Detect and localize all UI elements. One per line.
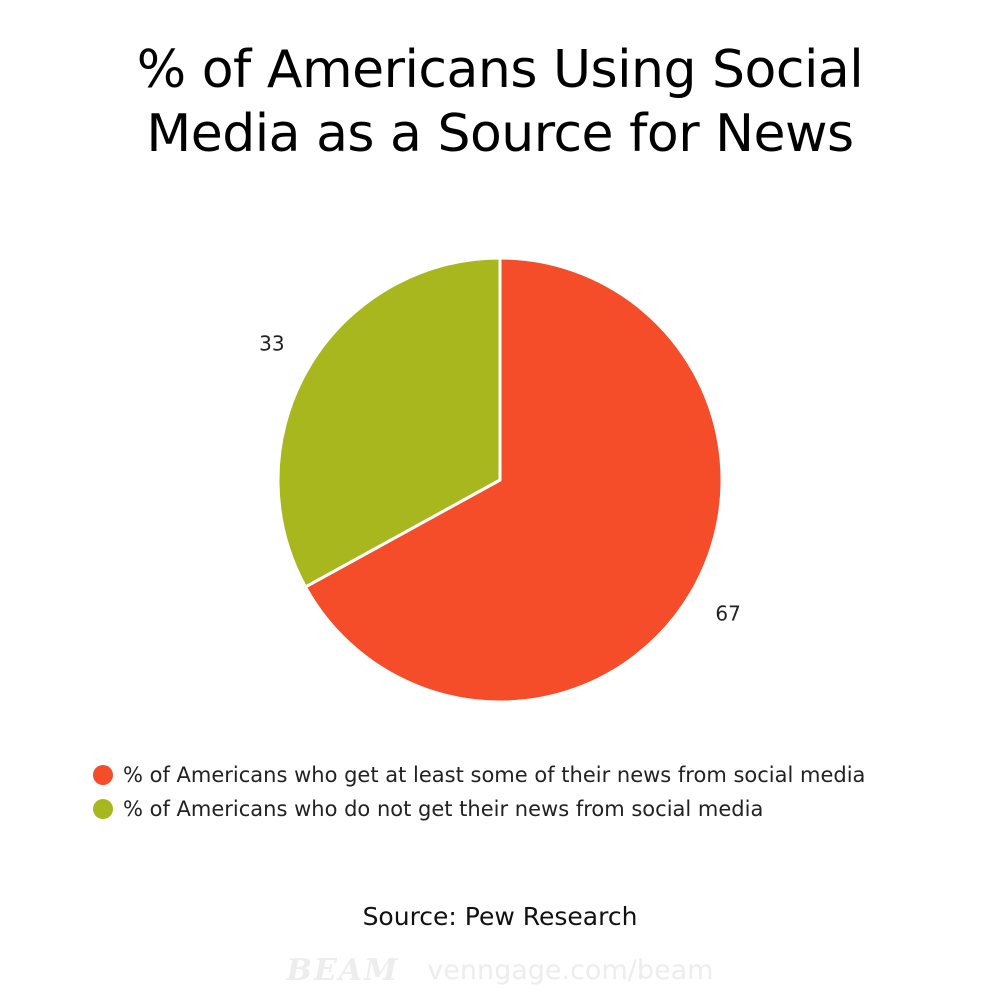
source-note: Source: Pew Research	[362, 902, 638, 931]
footer-branding: BEAM venngage.com/beam	[0, 950, 1000, 990]
legend-item-social-media: % of Americans who get at least some of …	[93, 758, 953, 792]
beam-logo: BEAM	[286, 952, 400, 988]
pie-chart: 67 33	[259, 256, 741, 704]
pie-slices	[276, 256, 724, 704]
chart-title-line-1: % of Americans Using Social	[136, 40, 864, 100]
legend-swatch-no-social-media	[93, 799, 113, 819]
legend-item-no-social-media: % of Americans who do not get their news…	[93, 792, 953, 826]
pie-slice-social-media	[303, 256, 724, 704]
pie-label-no-social-media: 33	[259, 332, 284, 356]
legend-label-social-media: % of Americans who get at least some of …	[123, 763, 866, 787]
chart-title-line-2: Media as a Source for News	[146, 104, 854, 164]
pie-label-social-media: 67	[715, 601, 740, 625]
chart-legend: % of Americans who get at least some of …	[93, 758, 953, 826]
legend-swatch-social-media	[93, 765, 113, 785]
pie-slice-no-social-media	[276, 256, 502, 589]
legend-label-no-social-media: % of Americans who do not get their news…	[123, 797, 764, 821]
chart-title: % of Americans Using Social Media as a S…	[40, 38, 960, 166]
pie-value-labels: 67 33	[259, 332, 741, 626]
footer-url: venngage.com/beam	[427, 954, 714, 986]
